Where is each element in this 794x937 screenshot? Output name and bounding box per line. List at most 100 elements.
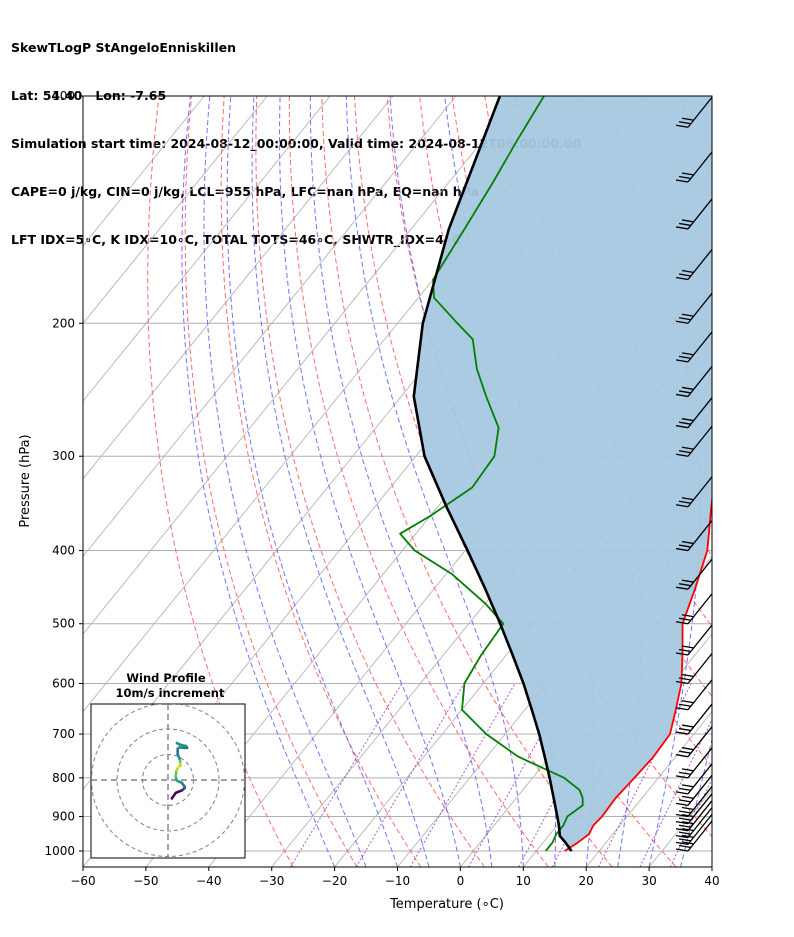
wind-barb — [675, 653, 713, 685]
isotherm-line — [83, 96, 457, 558]
wind-barb — [675, 786, 713, 818]
mixing-ratio-line — [639, 718, 712, 867]
barb-flag — [681, 768, 695, 772]
wind-barb — [675, 366, 713, 398]
wind-barb — [675, 807, 713, 839]
moist-adiabat — [251, 96, 430, 867]
wind-barb — [675, 96, 713, 128]
dry-adiabat — [778, 96, 794, 867]
barb-flag — [675, 775, 689, 779]
isotherm-line — [83, 96, 520, 635]
barb-flag — [681, 352, 695, 356]
barb-flag — [678, 544, 692, 548]
barb-flag — [675, 425, 689, 429]
wind-barb — [675, 703, 713, 735]
barb-flag — [678, 799, 692, 803]
wind-barb — [675, 793, 713, 825]
x-tick-label: 40 — [704, 874, 719, 888]
wind-barb — [675, 747, 713, 779]
barb-flag — [678, 787, 692, 791]
x-tick-label: 20 — [579, 874, 594, 888]
barb-flag — [675, 586, 689, 590]
moist-adiabat — [345, 96, 524, 867]
barb-staff — [687, 476, 713, 508]
barb-flag — [681, 673, 695, 678]
y-tick-label: 100 — [52, 89, 75, 103]
isotherm-line — [83, 96, 268, 325]
barb-flag — [678, 121, 692, 125]
barb-flag — [681, 579, 695, 583]
barb-flag — [681, 645, 695, 649]
barb-flag — [675, 621, 689, 625]
barb-flag — [675, 791, 689, 795]
x-tick-label: −40 — [196, 874, 221, 888]
y-tick-label: 1000 — [44, 844, 75, 858]
barb-staff — [687, 774, 713, 806]
x-tick-label: −30 — [259, 874, 284, 888]
barb-staff — [687, 624, 713, 656]
barb-flag — [678, 222, 692, 227]
barb-flag — [681, 172, 695, 176]
barb-staff — [687, 331, 713, 363]
barb-staff — [687, 747, 713, 779]
wind-barb — [675, 331, 713, 363]
wind-barb — [675, 520, 713, 552]
barb-flag — [678, 390, 692, 394]
barb-flag — [678, 175, 692, 180]
barb-flag — [681, 418, 695, 422]
barb-staff — [687, 425, 713, 457]
barb-staff — [687, 820, 713, 852]
isotherm-line — [83, 96, 331, 402]
barb-flag — [678, 648, 692, 653]
barb-flag — [681, 747, 695, 751]
dry-adiabat — [745, 96, 794, 867]
barb-flag — [678, 500, 692, 504]
x-tick-label: 10 — [516, 874, 531, 888]
barb-flag — [678, 810, 692, 814]
barb-staff — [687, 249, 713, 280]
barb-flag — [678, 771, 692, 775]
x-tick-label: 0 — [457, 874, 465, 888]
barb-flag — [678, 844, 692, 849]
barb-flag — [675, 179, 689, 183]
header-indices-2: LFT IDX=5∘C, K IDX=10∘C, TOTAL TOTS=46∘C… — [11, 232, 461, 247]
moist-adiabat — [226, 96, 398, 867]
barb-flag — [675, 359, 689, 363]
dry-adiabat — [288, 96, 549, 867]
y-tick-label: 300 — [52, 449, 75, 463]
barb-staff — [687, 726, 713, 758]
barb-flag — [678, 617, 692, 621]
barb-flag — [681, 806, 695, 811]
y-tick-label: 200 — [52, 316, 75, 330]
barb-flag — [681, 795, 695, 799]
barb-staff — [687, 96, 713, 128]
mixing-ratio-line — [355, 683, 465, 867]
barb-staff — [687, 520, 713, 551]
y-tick-label: 900 — [52, 809, 75, 823]
barb-flag — [675, 652, 689, 656]
moist-adiabat — [279, 96, 461, 867]
isotherm-line — [83, 96, 205, 247]
moist-adiabat — [203, 96, 367, 867]
isotherm-line — [83, 96, 394, 480]
barb-flag — [678, 677, 692, 681]
barb-staff — [687, 292, 713, 324]
x-axis-label: Temperature (∘C) — [389, 897, 504, 912]
cin-shaded-area — [413, 96, 712, 852]
barb-flag — [675, 504, 689, 508]
wind-barb — [675, 774, 713, 806]
barb-flag — [678, 355, 692, 360]
barb-flag — [678, 750, 692, 754]
barb-flag — [675, 547, 689, 552]
wind-barb — [675, 726, 713, 758]
barb-flag — [681, 497, 695, 501]
hodo-segment — [175, 741, 180, 746]
barb-flag — [681, 724, 695, 728]
wind-barb — [675, 679, 713, 711]
barb-flag — [681, 614, 695, 618]
barb-staff — [687, 807, 713, 839]
barb-flag — [681, 700, 695, 704]
wind-barb — [675, 397, 713, 429]
barb-flag — [681, 313, 695, 317]
wind-barb — [675, 151, 713, 183]
